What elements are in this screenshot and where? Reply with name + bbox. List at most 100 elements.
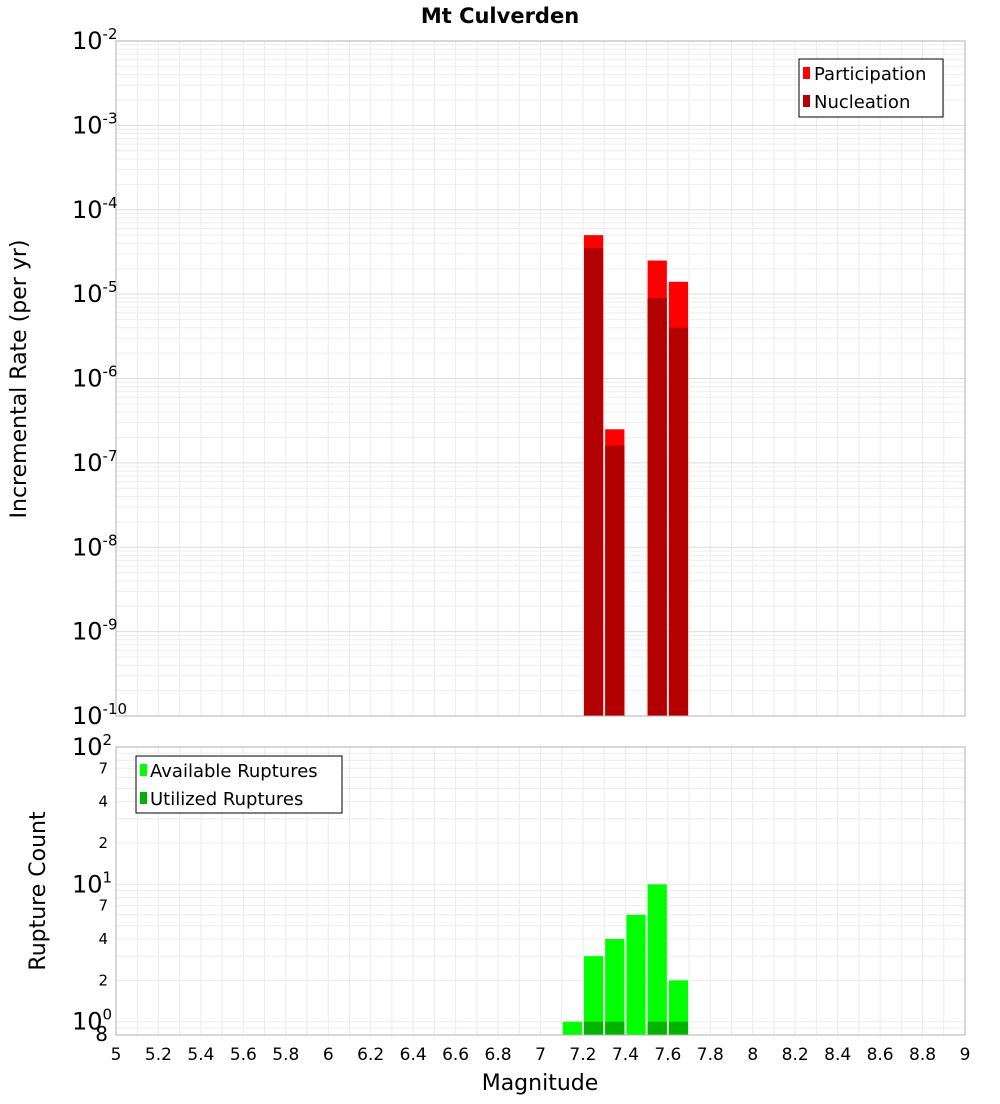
bottom-legend-label: Utilized Ruptures bbox=[150, 789, 303, 810]
available-ruptures-bar bbox=[647, 884, 667, 1035]
x-tick-label: 6.6 bbox=[442, 1045, 469, 1065]
top-y-tick-label-exponent: -5 bbox=[103, 278, 118, 296]
x-tick-label: 7.4 bbox=[612, 1045, 639, 1065]
bottom-y-major-tick-label-exponent: 1 bbox=[103, 868, 113, 886]
utilized-ruptures-bar bbox=[605, 1021, 625, 1035]
bottom-y-major-tick-label-exponent: 2 bbox=[103, 731, 113, 749]
top-y-tick-label-base: 10 bbox=[72, 27, 103, 55]
top-y-tick-label: 10-8 bbox=[72, 531, 118, 561]
bottom-y-axis-label: Rupture Count bbox=[26, 811, 51, 971]
bottom-y-major-tick-label: 100 bbox=[72, 1006, 112, 1036]
available-ruptures-bar bbox=[562, 1021, 582, 1035]
top-y-tick-label-exponent: -7 bbox=[103, 447, 118, 465]
top-y-tick-label-exponent: -3 bbox=[103, 109, 118, 127]
top-y-tick-label-base: 10 bbox=[72, 280, 103, 308]
top-y-tick-label-base: 10 bbox=[72, 702, 103, 730]
top-y-tick-label-base: 10 bbox=[72, 111, 103, 139]
nucleation-bar bbox=[583, 248, 604, 717]
available-ruptures-bar bbox=[626, 914, 646, 1035]
top-legend-box bbox=[798, 58, 944, 118]
top-y-axis-label: Incremental Rate (per yr) bbox=[7, 240, 32, 519]
x-tick-labels: 5 5.2 5.4 5.6 5.8 6 6.2 6.4 6.6 6.8 7 7.2 7.4 7.6 7.8 8… bbox=[111, 1045, 971, 1065]
x-tick-label: 8.8 bbox=[909, 1045, 936, 1065]
nucleation-bar bbox=[605, 445, 625, 716]
available-ruptures-bar bbox=[668, 980, 689, 1035]
top-bars bbox=[583, 235, 689, 717]
top-y-tick-label: 10-5 bbox=[72, 278, 118, 308]
bottom-y-major-tick-label-base: 10 bbox=[72, 870, 103, 898]
top-y-tick-label: 10-3 bbox=[72, 109, 118, 139]
top-gridlines bbox=[115, 41, 966, 717]
top-y-tick-label-base: 10 bbox=[72, 196, 103, 224]
bottom-legend-label: Available Ruptures bbox=[150, 761, 318, 782]
x-tick-label: 5.8 bbox=[272, 1045, 299, 1065]
top-y-tick-label: 10-9 bbox=[72, 616, 118, 646]
top-y-tick-label-base: 10 bbox=[72, 533, 103, 561]
bottom-legend-swatch bbox=[140, 764, 147, 776]
top-y-tick-label: 10-4 bbox=[72, 194, 118, 224]
top-y-tick-label: 10-7 bbox=[72, 447, 118, 477]
bottom-legend-swatch bbox=[140, 792, 147, 804]
available-ruptures-bar bbox=[605, 939, 625, 1035]
bottom-y-minor-tick-label: 2 bbox=[98, 834, 108, 852]
utilized-ruptures-bar bbox=[647, 1021, 667, 1035]
x-tick-label: 8.4 bbox=[824, 1045, 851, 1065]
x-tick-label: 5.2 bbox=[145, 1045, 172, 1065]
x-tick-label: 6.8 bbox=[485, 1045, 512, 1065]
x-tick-label: 6.4 bbox=[400, 1045, 427, 1065]
top-legend-label: Participation bbox=[814, 64, 926, 85]
top-y-tick-label-exponent: -2 bbox=[103, 25, 118, 43]
x-tick-label: 7.2 bbox=[569, 1045, 596, 1065]
x-tick-label: 7.6 bbox=[654, 1045, 681, 1065]
bottom-y-minor-tick-label: 2 bbox=[98, 971, 108, 989]
top-y-tick-label: 10-2 bbox=[72, 25, 118, 55]
bottom-y-minor-tick-label: 4 bbox=[98, 793, 108, 811]
available-ruptures-bar bbox=[583, 956, 604, 1035]
x-tick-label: 7.8 bbox=[697, 1045, 724, 1065]
top-y-tick-label-exponent: -9 bbox=[103, 616, 118, 634]
utilized-ruptures-bar bbox=[668, 1021, 689, 1035]
bottom-y-minor-tick-label: 7 bbox=[98, 897, 108, 915]
top-y-tick-label-base: 10 bbox=[72, 618, 103, 646]
bottom-plot-border bbox=[115, 746, 966, 1036]
top-legend-swatch bbox=[803, 95, 810, 107]
top-plot-border bbox=[115, 40, 966, 717]
top-legend: Participation Nucleation bbox=[798, 58, 944, 118]
top-legend-swatch bbox=[803, 67, 810, 79]
utilized-ruptures-bar bbox=[583, 1021, 604, 1035]
bottom-y-major-tick-label-base: 10 bbox=[72, 733, 103, 761]
top-y-tick-label-base: 10 bbox=[72, 449, 103, 477]
bottom-y-minor-tick-label: 8 bbox=[95, 1022, 108, 1046]
top-y-tick-label-exponent: -10 bbox=[103, 700, 128, 718]
chart-title: Mt Culverden bbox=[421, 4, 579, 28]
bottom-y-minor-tick-label: 7 bbox=[98, 759, 108, 777]
x-tick-label: 5.6 bbox=[230, 1045, 257, 1065]
top-y-tick-label: 10-10 bbox=[72, 700, 127, 730]
top-y-tick-label-exponent: -6 bbox=[103, 363, 118, 381]
top-y-tick-label-exponent: -8 bbox=[103, 531, 118, 549]
bottom-legend: Available Ruptures Utilized Ruptures bbox=[135, 755, 343, 814]
top-y-tick-label-base: 10 bbox=[72, 365, 103, 393]
top-y-tick-label: 10-6 bbox=[72, 363, 118, 393]
bottom-y-major-tick-label-exponent: 0 bbox=[103, 1006, 113, 1024]
x-tick-label: 5 bbox=[111, 1045, 122, 1065]
x-tick-label: 6.2 bbox=[357, 1045, 384, 1065]
x-tick-label: 8.6 bbox=[867, 1045, 894, 1065]
bottom-bars bbox=[562, 884, 689, 1035]
x-tick-label: 8 bbox=[747, 1045, 758, 1065]
x-tick-label: 9 bbox=[960, 1045, 971, 1065]
nucleation-bar bbox=[668, 327, 689, 716]
top-y-tick-label-exponent: -4 bbox=[103, 194, 118, 212]
bottom-y-minor-tick-label: 4 bbox=[98, 930, 108, 948]
x-tick-label: 5.4 bbox=[187, 1045, 214, 1065]
top-legend-label: Nucleation bbox=[814, 92, 910, 113]
x-tick-label: 6 bbox=[323, 1045, 334, 1065]
bottom-y-major-tick-label-base: 10 bbox=[72, 1008, 103, 1036]
bottom-y-major-tick-label: 102 bbox=[72, 731, 112, 761]
bottom-y-major-tick-label: 101 bbox=[72, 868, 112, 898]
nucleation-bar bbox=[647, 297, 667, 716]
